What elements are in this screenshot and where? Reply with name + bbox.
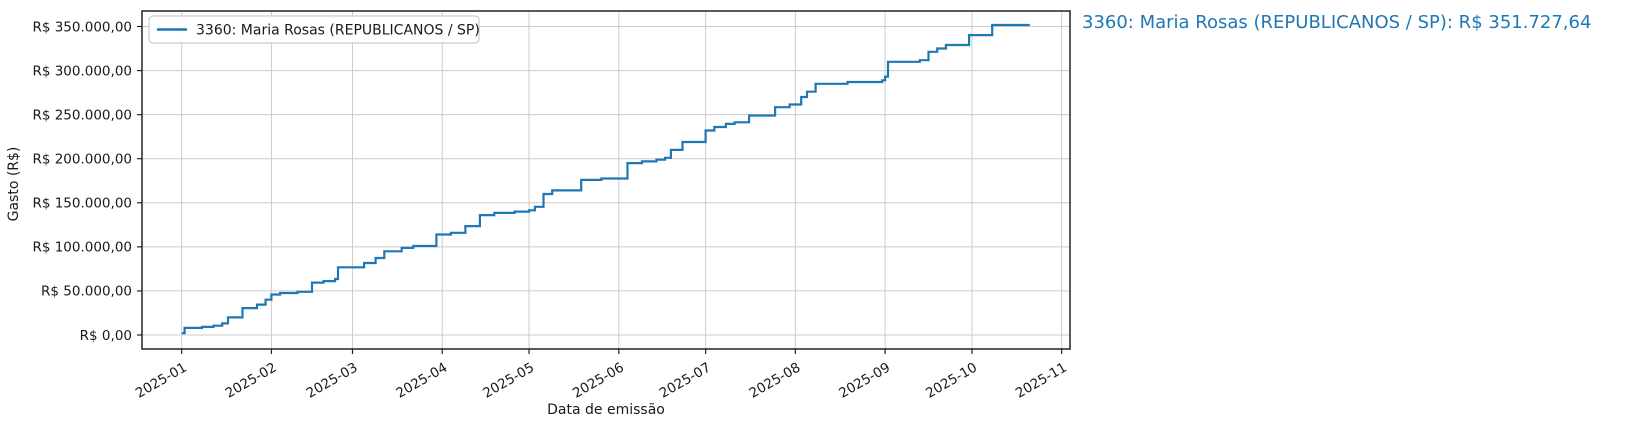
y-tick-label: R$ 300.000,00 — [32, 63, 132, 79]
gridlines — [142, 11, 1070, 349]
x-tick-label: 2025-11 — [1013, 360, 1070, 402]
x-tick-label: 2025-06 — [570, 360, 627, 402]
y-axis-label: Gasto (R$) — [6, 147, 22, 222]
x-axis-label: Data de emissão — [547, 402, 665, 418]
y-tick-label: R$ 150.000,00 — [32, 196, 132, 212]
y-tick-label: R$ 250.000,00 — [32, 107, 132, 123]
series-final-value-annotation: 3360: Maria Rosas (REPUBLICANOS / SP): R… — [1082, 12, 1592, 33]
series-line-group — [181, 23, 1030, 335]
plot-frame — [141, 10, 1071, 350]
legend-label: 3360: Maria Rosas (REPUBLICANOS / SP) — [196, 23, 480, 39]
axes-spines — [141, 10, 1071, 350]
x-tick-label: 2025-07 — [657, 360, 714, 402]
x-tick-labels: 2025-01 2025-02 2025-03 2025-04 2025-05 2025-… — [133, 360, 1070, 402]
x-tick-label: 2025-02 — [223, 360, 280, 402]
x-tick-label: 2025-10 — [923, 360, 980, 402]
x-tick-label: 2025-03 — [304, 360, 361, 402]
x-tick-label: 2025-05 — [480, 360, 537, 402]
y-tick-label: R$ 350.000,00 — [32, 19, 132, 35]
y-tick-label: R$ 50.000,00 — [41, 284, 132, 300]
x-tick-label: 2025-04 — [393, 360, 450, 402]
y-tick-label: R$ 200.000,00 — [32, 152, 132, 168]
expenses-step-chart: 2025-01 2025-02 2025-03 2025-04 2025-05 2025-… — [6, 10, 1071, 418]
y-tick-label: R$ 0,00 — [80, 328, 132, 344]
axis-ticks — [137, 25, 1063, 354]
x-tick-label: 2025-08 — [747, 360, 804, 402]
legend-box — [148, 15, 480, 44]
y-tick-label: R$ 100.000,00 — [32, 240, 132, 256]
y-tick-labels: R$ 0,00 R$ 50.000,00 R$ 100.000,00 R$ 150.0… — [32, 19, 132, 344]
x-tick-label: 2025-09 — [836, 360, 893, 402]
legend: 3360: Maria Rosas (REPUBLICANOS / SP) — [148, 15, 480, 44]
x-tick-label: 2025-01 — [133, 360, 190, 402]
series-line — [181, 23, 1030, 335]
